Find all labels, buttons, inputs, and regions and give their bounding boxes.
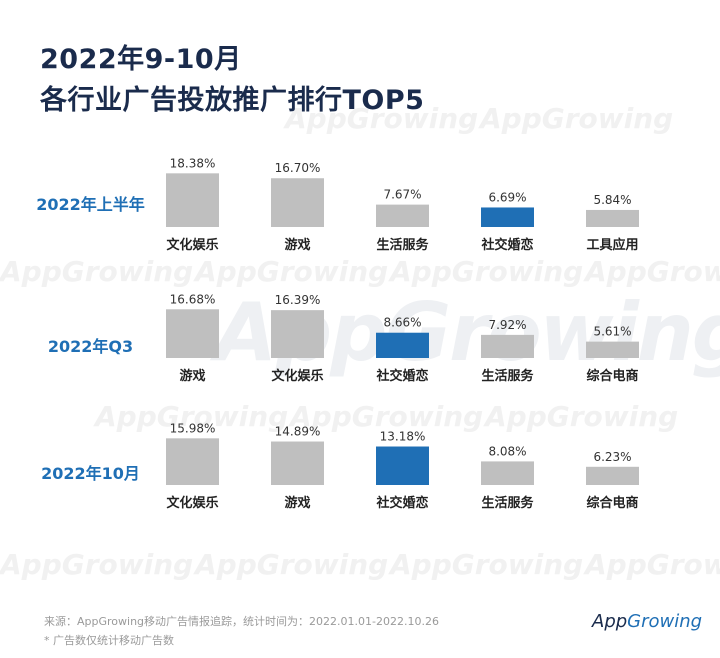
row-label-q3: 2022年Q3 — [47, 337, 134, 356]
category-label-1-4: 综合电商 — [586, 368, 638, 384]
value-label-0-4: 5.84% — [593, 193, 631, 207]
category-label-0-2: 生活服务 — [376, 237, 429, 253]
category-label-2-3: 生活服务 — [481, 495, 534, 511]
value-label-2-0: 15.98% — [170, 421, 216, 435]
value-label-1-1: 16.39% — [275, 293, 321, 307]
category-label-2-2: 社交婚恋 — [375, 495, 428, 511]
bar-2-0 — [166, 438, 219, 485]
category-label-0-1: 游戏 — [284, 237, 310, 253]
watermark: AppGrowing — [0, 255, 194, 288]
bar-1-0 — [166, 309, 219, 358]
bar-1-1 — [271, 310, 324, 358]
logo-growing: Growing — [627, 611, 703, 632]
bar-2-3 — [481, 461, 534, 485]
category-label-1-1: 文化娱乐 — [271, 368, 323, 384]
category-label-0-4: 工具应用 — [586, 237, 638, 253]
appgrowing-logo: AppGrowing — [592, 611, 702, 632]
watermark: AppGrowing — [95, 400, 289, 433]
watermark: AppGrowing — [390, 548, 584, 581]
bar-0-1 — [271, 178, 324, 227]
category-label-1-0: 游戏 — [179, 368, 205, 384]
row-label-h1: 2022年上半年 — [36, 195, 145, 214]
bar-0-4 — [586, 209, 639, 227]
page-title: 2022年9-10月 — [40, 44, 242, 75]
bar-1-4 — [586, 341, 639, 358]
watermark: AppGrowing — [195, 255, 389, 288]
category-label-2-4: 综合电商 — [586, 495, 638, 511]
watermark: AppGrowing — [390, 255, 584, 288]
value-label-1-4: 5.61% — [593, 325, 631, 339]
bar-2-2 — [376, 446, 429, 485]
category-label-1-2: 社交婚恋 — [375, 368, 428, 384]
category-label-2-1: 游戏 — [284, 495, 310, 511]
value-label-0-1: 16.70% — [275, 161, 321, 175]
category-label-2-0: 文化娱乐 — [166, 495, 218, 511]
bar-1-3 — [481, 334, 534, 358]
category-label-0-0: 文化娱乐 — [166, 237, 218, 253]
value-label-2-2: 13.18% — [380, 430, 426, 444]
watermark: AppGrowing — [585, 255, 720, 288]
value-label-1-0: 16.68% — [170, 292, 216, 306]
watermark: AppGrowing — [585, 548, 720, 581]
row-label-oct: 2022年10月 — [41, 464, 140, 483]
watermark: AppGrowing — [290, 400, 484, 433]
value-label-0-3: 6.69% — [488, 190, 526, 204]
value-label-2-4: 6.23% — [593, 450, 631, 464]
category-label-0-3: 社交婚恋 — [480, 237, 533, 253]
logo-app: App — [592, 611, 628, 632]
category-label-1-3: 生活服务 — [481, 368, 534, 384]
watermark: AppGrowing — [480, 102, 674, 135]
bar-1-2 — [376, 332, 429, 358]
bar-0-3 — [481, 207, 534, 227]
watermark: AppGrowing — [0, 548, 194, 581]
value-label-2-1: 14.89% — [275, 425, 321, 439]
bar-2-4 — [586, 466, 639, 485]
value-label-2-3: 8.08% — [488, 444, 526, 458]
value-label-0-0: 18.38% — [170, 156, 216, 170]
bar-2-1 — [271, 441, 324, 485]
source-note: 来源：AppGrowing移动广告情报追踪，统计时间为：2022.01.01-2… — [44, 615, 439, 628]
watermark: AppGrowing — [285, 102, 479, 135]
value-label-0-2: 7.67% — [383, 188, 421, 202]
watermark: AppGrowing — [195, 548, 389, 581]
value-label-1-2: 8.66% — [383, 316, 421, 330]
watermark: AppGrowing — [485, 400, 679, 433]
value-label-1-3: 7.92% — [488, 318, 526, 332]
bar-0-2 — [376, 204, 429, 227]
bar-0-0 — [166, 173, 219, 227]
footnote: * 广告数仅统计移动广告数 — [44, 634, 174, 647]
page-subtitle: 各行业广告投放推广排行TOP5 — [40, 85, 425, 116]
